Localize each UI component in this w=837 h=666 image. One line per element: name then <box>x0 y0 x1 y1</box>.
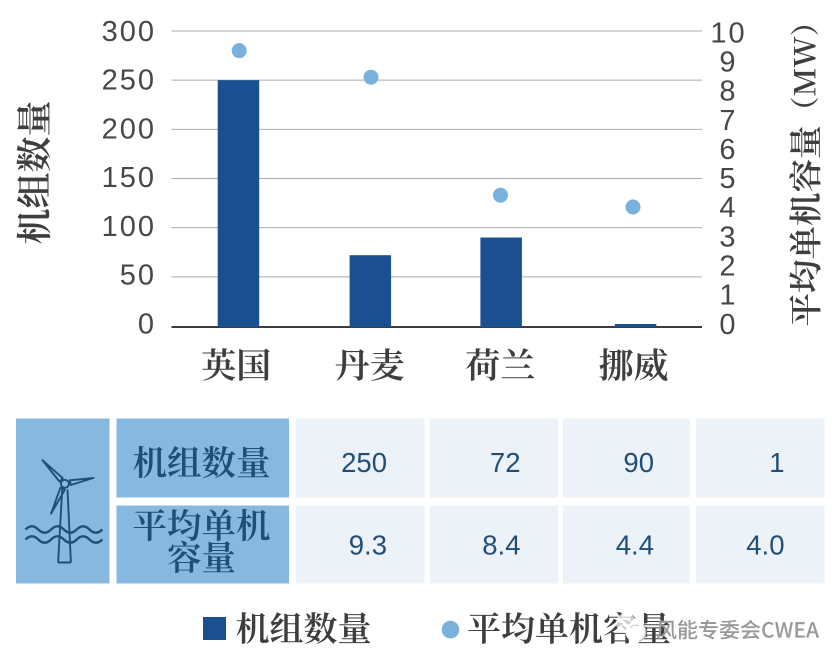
svg-text:50: 50 <box>120 260 156 292</box>
svg-text:1: 1 <box>769 447 784 478</box>
svg-text:5: 5 <box>719 163 737 195</box>
svg-text:8.4: 8.4 <box>482 530 520 561</box>
svg-text:10: 10 <box>710 17 746 49</box>
svg-text:3: 3 <box>719 221 737 253</box>
svg-text:250: 250 <box>102 65 156 97</box>
svg-text:72: 72 <box>490 447 521 478</box>
svg-text:8: 8 <box>719 76 737 108</box>
svg-text:300: 300 <box>102 16 156 48</box>
svg-text:150: 150 <box>102 162 156 194</box>
svg-text:200: 200 <box>102 113 156 145</box>
svg-text:9.3: 9.3 <box>349 530 387 561</box>
svg-text:4: 4 <box>719 192 737 224</box>
svg-text:4.4: 4.4 <box>616 530 654 561</box>
svg-text:6: 6 <box>719 134 737 166</box>
svg-text:100: 100 <box>102 211 156 243</box>
svg-text:2: 2 <box>719 251 737 283</box>
svg-text:250: 250 <box>341 447 387 478</box>
svg-text:0: 0 <box>138 308 156 340</box>
svg-text:0: 0 <box>719 309 737 341</box>
svg-text:9: 9 <box>719 47 737 79</box>
svg-text:1: 1 <box>719 280 737 312</box>
svg-text:90: 90 <box>623 447 654 478</box>
svg-text:4.0: 4.0 <box>746 530 784 561</box>
svg-text:7: 7 <box>719 105 737 137</box>
